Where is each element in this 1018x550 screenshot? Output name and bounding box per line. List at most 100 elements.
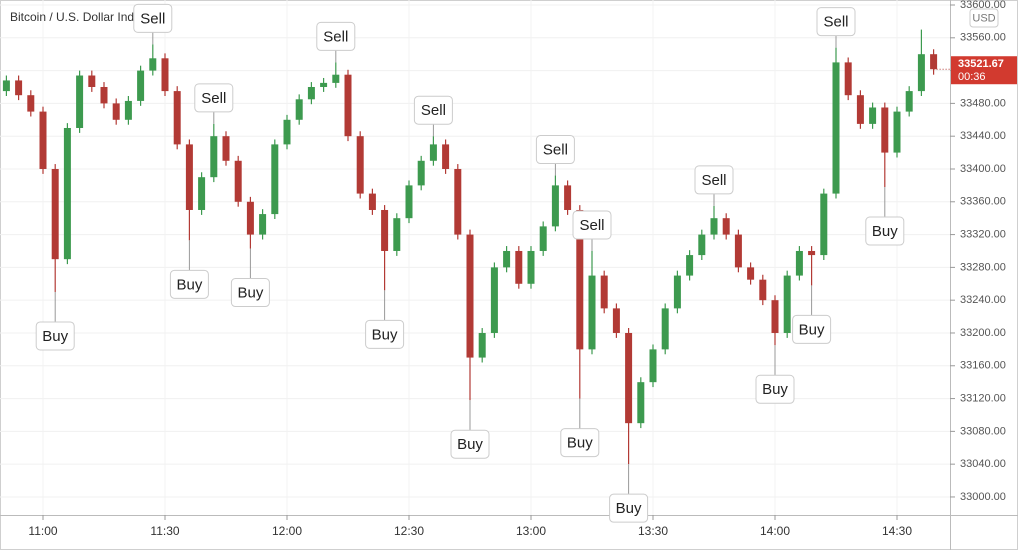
candle-body [527, 250, 535, 284]
candle-body [198, 177, 206, 210]
candle-body [600, 275, 608, 309]
candle-body [271, 144, 279, 215]
candle-body [320, 82, 328, 87]
candle-body [295, 99, 303, 120]
countdown-label: 00:36 [958, 71, 986, 83]
candle-body [930, 54, 938, 70]
candle-body [63, 127, 71, 260]
y-tick-label: 33200.00 [960, 327, 1006, 339]
annotation-box [535, 135, 575, 165]
annotation-box [560, 428, 600, 458]
candle-body [637, 382, 645, 424]
candle-body [722, 218, 730, 235]
candle-body [173, 91, 181, 145]
candle-body [149, 58, 157, 71]
candle-body [893, 111, 901, 153]
annotation-label: Sell [421, 102, 446, 119]
annotation-label: Buy [42, 328, 68, 345]
x-tick-label: 13:00 [516, 524, 546, 538]
candle-body [832, 62, 840, 194]
annotation-box [230, 278, 270, 308]
annotation-label: Buy [237, 284, 263, 301]
candle-body [442, 144, 450, 169]
y-tick-label: 33280.00 [960, 261, 1006, 273]
candle-body [698, 234, 706, 256]
candle-body [112, 103, 120, 120]
y-tick-label: 33240.00 [960, 294, 1006, 306]
annotation-label: Buy [567, 435, 593, 452]
y-tick-label: 33600.00 [960, 0, 1006, 11]
candle-body [185, 144, 193, 210]
annotation-label: Buy [372, 326, 398, 343]
candle-body [564, 185, 572, 210]
x-tick-label: 12:00 [272, 524, 302, 538]
annotation-box [450, 429, 490, 459]
candle-body [417, 160, 425, 186]
annotation-box [755, 374, 795, 404]
candle-body [478, 332, 486, 358]
candle-body [161, 58, 169, 92]
annotation-box [694, 165, 734, 195]
candle-body [246, 201, 254, 235]
annotation-label: Sell [823, 14, 848, 31]
candle-body [429, 144, 437, 161]
candle-body [515, 250, 523, 284]
annotation-box [194, 83, 234, 113]
candle-body [881, 107, 889, 153]
currency-box [969, 8, 999, 28]
candle-body [405, 185, 413, 219]
candle-body [15, 80, 23, 96]
x-tick-label: 11:00 [28, 524, 57, 538]
last-price-tag [951, 56, 1017, 85]
annotation-box [609, 493, 649, 523]
currency-label: USD [972, 12, 995, 24]
candle-body [381, 209, 389, 251]
candle-body [588, 275, 596, 350]
y-tick-label: 33000.00 [960, 491, 1006, 503]
candle-body [2, 80, 10, 92]
candle-body [27, 95, 35, 112]
candle-body [356, 136, 364, 194]
last-price-label: 33521.67 [958, 58, 1004, 70]
x-tick-label: 14:30 [882, 524, 912, 538]
candle-body [710, 218, 718, 235]
x-tick-label: 11:30 [150, 524, 179, 538]
annotation-label: Buy [457, 436, 483, 453]
annotation-label: Sell [579, 217, 604, 234]
candle-body [856, 95, 864, 124]
y-tick-label: 33320.00 [960, 228, 1006, 240]
candle-body [283, 119, 291, 145]
annotation-label: Sell [140, 10, 165, 27]
annotation-label: Buy [762, 381, 788, 398]
candle-body [503, 250, 511, 268]
candle-body [344, 74, 352, 137]
candle-body [124, 100, 132, 120]
candle-body [137, 70, 145, 101]
candle-body [820, 193, 828, 256]
candle-body [905, 91, 913, 112]
candle-body [686, 255, 694, 276]
annotation-label: Buy [799, 321, 825, 338]
candle-body [869, 107, 877, 124]
y-tick-label: 33080.00 [960, 425, 1006, 437]
candle-body [490, 267, 498, 333]
annotation-label: Buy [176, 276, 202, 293]
annotation-box [865, 216, 905, 246]
candle-body [222, 136, 230, 161]
annotation-box [365, 319, 405, 349]
candle-body [307, 86, 315, 100]
annotation-label: Sell [701, 172, 726, 189]
candle-body [466, 234, 474, 358]
grid [0, 0, 950, 515]
y-tick-label: 33120.00 [960, 392, 1006, 404]
annotation-box [133, 3, 173, 33]
candle-body [39, 111, 47, 169]
y-tick-label: 33040.00 [960, 458, 1006, 470]
candle-body [808, 250, 816, 256]
candle-body [576, 209, 584, 350]
candle-body [454, 168, 462, 235]
candle-body [795, 250, 803, 276]
annotation-box [316, 21, 356, 51]
annotation-box [792, 314, 832, 344]
